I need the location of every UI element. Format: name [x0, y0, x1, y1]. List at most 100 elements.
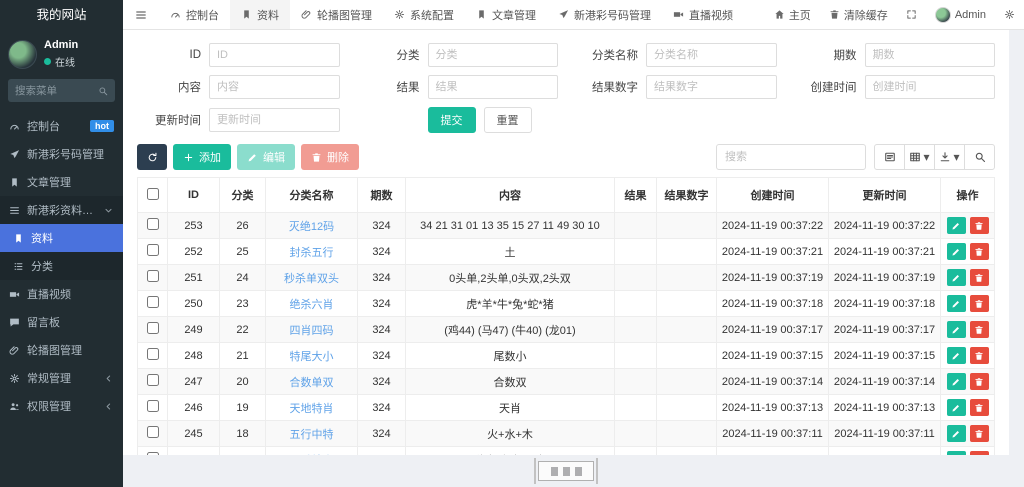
- filter-input[interactable]: [209, 108, 340, 132]
- cell-name-link[interactable]: 四肖四码: [265, 316, 358, 343]
- row-checkbox[interactable]: [146, 374, 159, 386]
- sidebar-item[interactable]: 控制台 hot: [0, 112, 123, 140]
- filter-input[interactable]: [864, 75, 995, 99]
- column-header[interactable]: 结果数字: [656, 177, 717, 213]
- row-checkbox[interactable]: [146, 452, 159, 455]
- edit-row-button[interactable]: [946, 269, 966, 286]
- cell-name-link[interactable]: 特尾大小: [265, 342, 358, 369]
- cell-name-link[interactable]: 绝杀六肖: [265, 290, 358, 317]
- filter-input[interactable]: [209, 43, 340, 67]
- sidebar-search-input[interactable]: [15, 84, 98, 97]
- cell-name-link[interactable]: 封杀五行: [265, 238, 358, 265]
- edit-row-button[interactable]: [946, 373, 966, 390]
- select-all-checkbox[interactable]: [146, 187, 159, 200]
- delete-row-button[interactable]: [969, 269, 989, 286]
- toggle-view-button[interactable]: [874, 144, 905, 170]
- row-checkbox[interactable]: [146, 270, 159, 282]
- row-checkbox[interactable]: [146, 218, 159, 230]
- row-checkbox[interactable]: [146, 348, 159, 360]
- filter-input[interactable]: [646, 43, 777, 67]
- sidebar-item[interactable]: 直播视频: [0, 280, 123, 308]
- settings-button[interactable]: [995, 0, 1024, 29]
- nav-tab[interactable]: 系统配置: [383, 0, 465, 29]
- cell-name-link[interactable]: 四季特肖: [265, 446, 358, 455]
- cell-name-link[interactable]: 合数单双: [265, 368, 358, 395]
- edit-row-button[interactable]: [946, 451, 966, 455]
- filter-input[interactable]: [864, 43, 995, 67]
- cell-name-link[interactable]: 天地特肖: [265, 394, 358, 421]
- refresh-button[interactable]: [137, 144, 167, 170]
- filter-input[interactable]: [646, 75, 777, 99]
- edit-row-button[interactable]: [946, 295, 966, 312]
- nav-tab[interactable]: 新港彩号码管理: [547, 0, 662, 29]
- cell-result: [614, 316, 657, 343]
- column-header[interactable]: 操作: [940, 177, 995, 213]
- sidebar-item[interactable]: 新港彩资料管理: [0, 196, 123, 224]
- column-header[interactable]: 更新时间: [828, 177, 941, 213]
- column-header[interactable]: ID: [167, 177, 220, 213]
- sidebar-item[interactable]: 轮播图管理: [0, 336, 123, 364]
- row-checkbox[interactable]: [146, 426, 159, 438]
- column-header[interactable]: 结果: [614, 177, 657, 213]
- search-toggle-button[interactable]: [964, 144, 995, 170]
- clear-cache-link[interactable]: 清除缓存: [820, 0, 897, 29]
- column-header[interactable]: 分类: [219, 177, 266, 213]
- submit-button[interactable]: 提交: [427, 107, 476, 133]
- sidebar-item[interactable]: 新港彩号码管理: [0, 140, 123, 168]
- nav-tab[interactable]: 控制台: [159, 0, 230, 29]
- delete-row-button[interactable]: [969, 347, 989, 364]
- nav-tab[interactable]: 文章管理: [465, 0, 547, 29]
- delete-row-button[interactable]: [969, 425, 989, 442]
- edit-button[interactable]: 编辑: [237, 144, 295, 170]
- delete-row-button[interactable]: [969, 217, 989, 234]
- edit-row-button[interactable]: [946, 347, 966, 364]
- sidebar-toggle-button[interactable]: [123, 0, 159, 29]
- delete-button[interactable]: 删除: [301, 144, 359, 170]
- cell-name-link[interactable]: 秒杀单双头: [265, 264, 358, 291]
- delete-row-button[interactable]: [969, 373, 989, 390]
- delete-row-button[interactable]: [969, 295, 989, 312]
- table-wrapper: ID 分类 分类名称 期数 内容 结果 结果数字 创建时间 更新时间 操作 253 26 灭绝12码 3…: [123, 177, 1009, 455]
- row-checkbox[interactable]: [146, 244, 159, 256]
- filter-input[interactable]: [209, 75, 340, 99]
- nav-tab[interactable]: 轮播图管理: [290, 0, 383, 29]
- cell-name-link[interactable]: 灭绝12码: [265, 212, 358, 239]
- edit-row-button[interactable]: [946, 217, 966, 234]
- filter-input[interactable]: [427, 43, 558, 67]
- cell-updated: 2024-11-19 00:37:15: [828, 342, 941, 369]
- edit-row-button[interactable]: [946, 243, 966, 260]
- filter-input[interactable]: [427, 75, 558, 99]
- export-button[interactable]: ▾: [934, 144, 965, 170]
- add-button[interactable]: 添加: [173, 144, 231, 170]
- cell-name-link[interactable]: 五行中特: [265, 420, 358, 447]
- sidebar-subitem[interactable]: 分类: [0, 252, 123, 280]
- sidebar-item[interactable]: 文章管理: [0, 168, 123, 196]
- user-menu[interactable]: Admin: [926, 0, 995, 29]
- sidebar-subitem[interactable]: 资料: [0, 224, 123, 252]
- column-header[interactable]: 内容: [405, 177, 615, 213]
- column-header[interactable]: 创建时间: [716, 177, 829, 213]
- edit-row-button[interactable]: [946, 321, 966, 338]
- row-checkbox[interactable]: [146, 296, 159, 308]
- row-checkbox[interactable]: [146, 322, 159, 334]
- table-search-input[interactable]: [716, 144, 866, 170]
- column-header[interactable]: 期数: [357, 177, 406, 213]
- home-link[interactable]: 主页: [765, 0, 820, 29]
- sidebar-item[interactable]: 权限管理: [0, 392, 123, 420]
- sidebar-item[interactable]: 留言板: [0, 308, 123, 336]
- delete-row-button[interactable]: [969, 399, 989, 416]
- sidebar-item[interactable]: 常规管理: [0, 364, 123, 392]
- row-checkbox[interactable]: [146, 400, 159, 412]
- column-header[interactable]: 分类名称: [265, 177, 358, 213]
- columns-button[interactable]: ▾: [904, 144, 935, 170]
- delete-row-button[interactable]: [969, 321, 989, 338]
- nav-tab[interactable]: 资料: [230, 0, 290, 29]
- delete-row-button[interactable]: [969, 451, 989, 455]
- edit-row-button[interactable]: [946, 399, 966, 416]
- edit-row-button[interactable]: [946, 425, 966, 442]
- nav-tab[interactable]: 直播视频: [662, 0, 744, 29]
- cell-actions: [940, 368, 995, 395]
- fullscreen-button[interactable]: [897, 0, 926, 29]
- delete-row-button[interactable]: [969, 243, 989, 260]
- reset-button[interactable]: 重置: [483, 107, 532, 133]
